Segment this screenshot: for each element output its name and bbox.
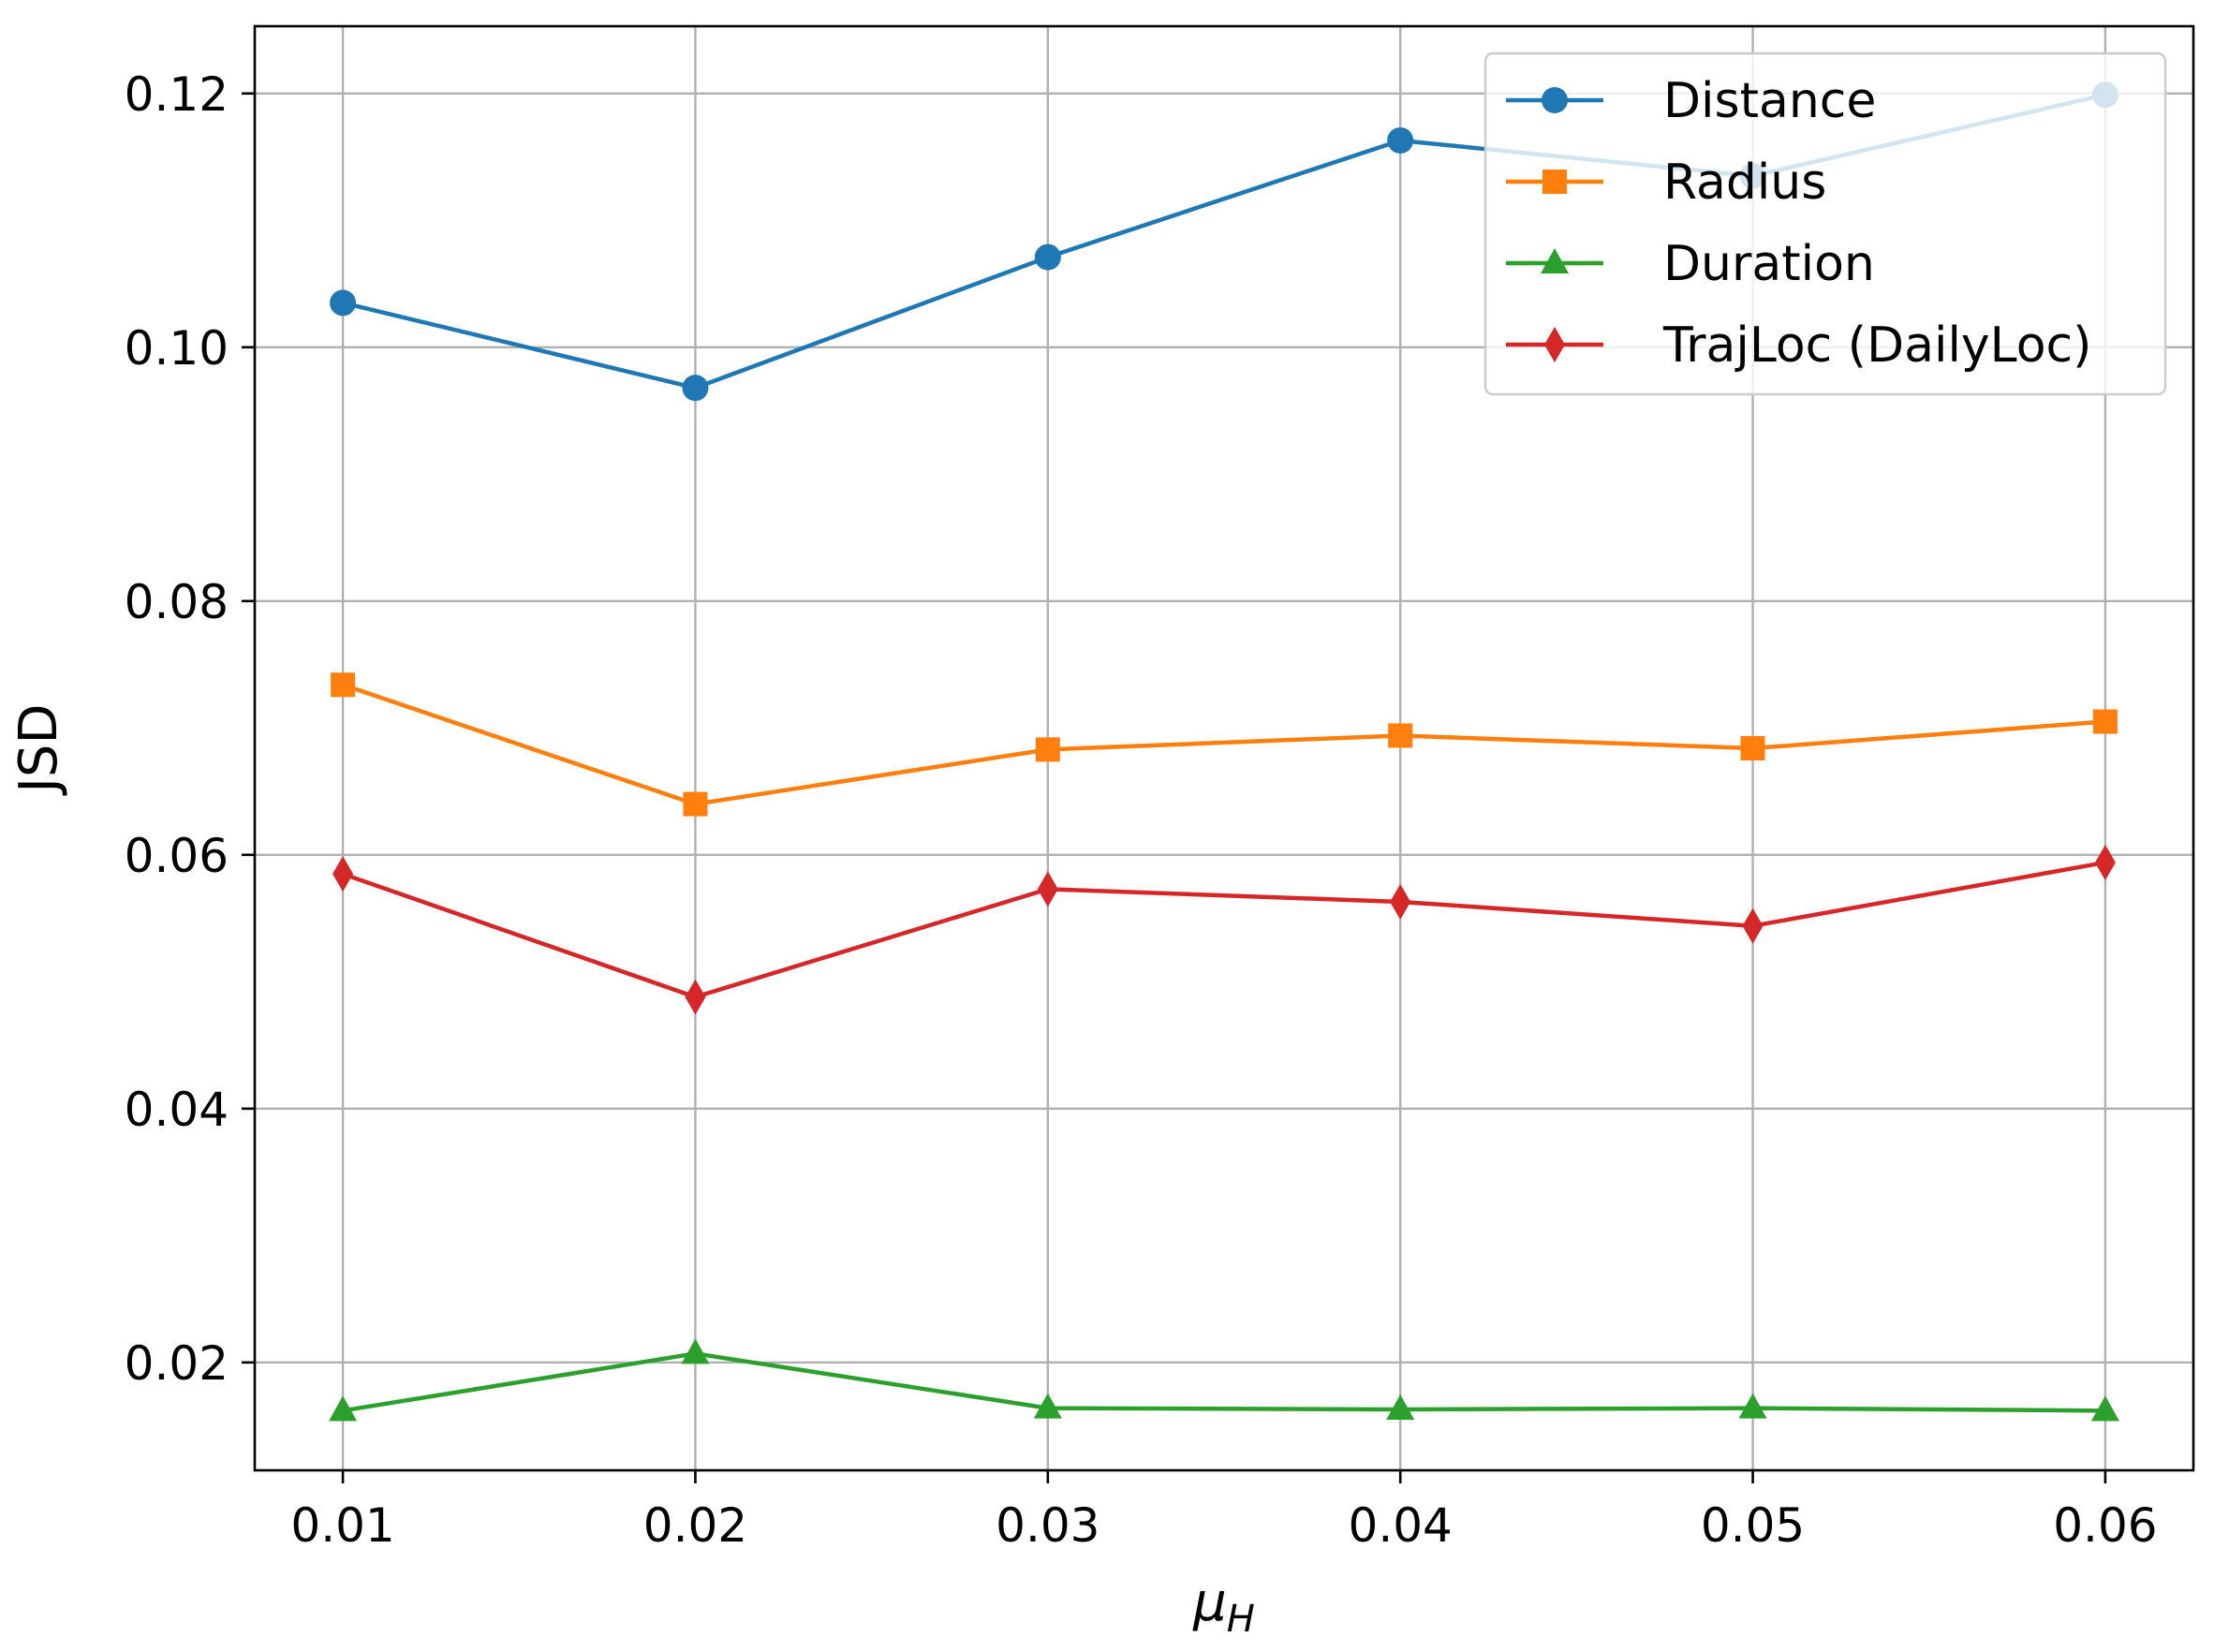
legend-item: TrajLoc (DailyLoc): [1506, 317, 2091, 374]
data-point: [1740, 736, 1765, 760]
data-point: [685, 979, 706, 1015]
data-point: [682, 375, 709, 402]
data-point: [1034, 243, 1061, 271]
x-tick-label: 0.03: [996, 1498, 1100, 1553]
series-line: [342, 683, 2106, 806]
y-tick-label: 0.02: [125, 1336, 229, 1391]
data-point: [1033, 1393, 1062, 1419]
legend-item: Duration: [1506, 236, 1875, 292]
legend-label: Distance: [1663, 73, 1876, 129]
data-point: [1390, 883, 1411, 920]
y-tick-label: 0.06: [125, 829, 229, 883]
x-tick-label: 0.02: [643, 1498, 747, 1553]
y-tick-label: 0.12: [125, 67, 229, 122]
series-duration: [329, 1338, 2119, 1422]
data-point: [681, 1338, 710, 1364]
x-tick-label: 0.04: [1349, 1498, 1453, 1553]
data-point: [2092, 709, 2118, 734]
data-point: [332, 856, 354, 892]
legend-swatch-marker: [1542, 170, 1567, 194]
data-point: [331, 672, 356, 698]
legend-item: Distance: [1506, 73, 1876, 129]
y-axis-label: JSD: [8, 703, 69, 795]
data-point: [329, 1395, 358, 1422]
legend-label: TrajLoc (DailyLoc): [1662, 317, 2091, 374]
legend-item: Radius: [1506, 155, 1826, 211]
data-point: [683, 791, 708, 817]
data-point: [1386, 1394, 1415, 1420]
y-tick-label: 0.04: [125, 1083, 229, 1137]
x-axis-label-main: μ: [1192, 1572, 1227, 1633]
data-point: [330, 289, 357, 317]
legend-swatch-marker: [1541, 248, 1569, 273]
data-point: [1738, 1393, 1767, 1419]
data-point: [1742, 907, 1764, 944]
series-trajloc-dailyloc: [332, 844, 2116, 1015]
x-axis-label-subscript: H: [1227, 1598, 1255, 1641]
legend-label: Duration: [1663, 236, 1875, 292]
plot-frame: [253, 24, 2195, 1472]
series-line: [342, 860, 2106, 999]
x-tick-label: 0.05: [1701, 1498, 1805, 1553]
y-tick-label: 0.08: [125, 575, 229, 629]
legend: Distance Radius Duration TrajLoc (DailyLoc): [1483, 52, 2167, 396]
x-tick-label: 0.06: [2053, 1498, 2157, 1553]
data-point: [1037, 871, 1058, 907]
data-point: [2090, 1395, 2119, 1422]
ticks: 0.01 0.02 0.03 0.04 0.05 0.06 0.02 0.04 0.06 0.08…: [125, 67, 2158, 1553]
series-radius: [331, 672, 2118, 817]
data-point: [1035, 737, 1060, 762]
data-point: [1387, 126, 1414, 154]
x-axis-label: μH: [1192, 1572, 1255, 1641]
data-point: [1388, 723, 1413, 748]
legend-box: [1483, 52, 2167, 396]
legend-swatch-marker: [1542, 87, 1568, 113]
data-point: [2094, 844, 2116, 880]
series-line: [342, 1351, 2105, 1413]
x-tick-label: 0.01: [290, 1498, 394, 1553]
y-tick-label: 0.10: [125, 321, 229, 376]
legend-swatch-marker: [1544, 327, 1565, 362]
legend-label: Radius: [1663, 155, 1826, 211]
